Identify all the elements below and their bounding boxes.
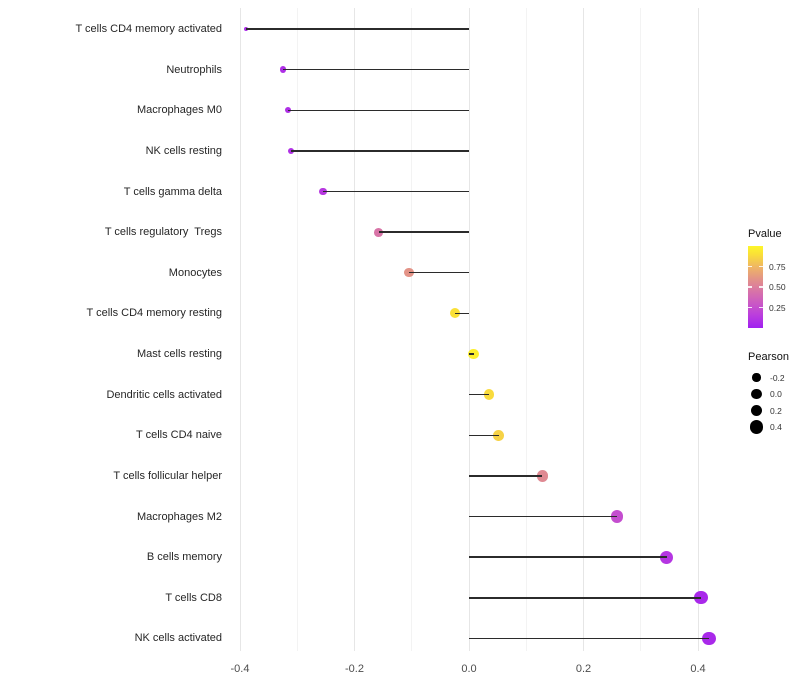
lollipop-segment [469, 475, 543, 477]
lollipop-segment [323, 190, 469, 193]
lollipop-segment [288, 109, 469, 111]
category-label: T cells gamma delta [123, 185, 222, 198]
x-axis-tick-label: -0.2 [345, 663, 364, 675]
grid-minor-line [411, 8, 413, 651]
category-label: B cells memory [146, 551, 222, 564]
category-label: T cells CD4 memory activated [75, 23, 222, 35]
lollipop-dot [449, 308, 460, 319]
pearson-size-dot [750, 404, 763, 417]
pvalue-legend-title: Pvalue [748, 228, 782, 240]
lollipop-dot [483, 389, 495, 400]
grid-major-line [583, 8, 584, 651]
category-label: Neutrophils [166, 63, 222, 76]
lollipop-segment [469, 556, 667, 558]
lollipop-segment [469, 393, 490, 396]
grid-major-line [468, 8, 470, 651]
pvalue-tick-label: 0.50 [769, 282, 786, 292]
grid-major-line [697, 8, 699, 651]
lollipop-segment [245, 28, 469, 30]
lollipop-dot [536, 470, 548, 482]
lollipop-dot [660, 550, 673, 564]
category-label: Dendritic cells activated [106, 388, 222, 401]
lollipop-segment [290, 150, 469, 152]
lollipop-segment [378, 231, 469, 233]
lollipop-dot [243, 26, 248, 32]
lollipop-segment [469, 434, 499, 436]
category-label: NK cells resting [145, 144, 222, 157]
gradient-tick-mark [759, 265, 763, 268]
category-label: Mast cells resting [137, 348, 222, 361]
gradient-tick-mark [748, 286, 752, 288]
lollipop-segment [469, 637, 709, 640]
grid-major-line [354, 8, 355, 651]
category-label: T cells regulatory Tregs [104, 226, 222, 239]
pearson-size-label: 0.4 [770, 422, 782, 432]
lollipop-segment [469, 597, 701, 599]
pearson-size-label: 0.0 [770, 389, 782, 399]
lollipop-segment [454, 312, 469, 315]
category-label: T cells follicular helper [113, 469, 222, 482]
category-label: T cells CD4 memory resting [86, 307, 223, 320]
x-axis-tick-label: 0.4 [690, 663, 706, 675]
lollipop-dot [284, 107, 292, 114]
category-label: NK cells activated [134, 632, 222, 645]
x-axis-tick-label: -0.4 [230, 663, 250, 675]
lollipop-dot [279, 66, 287, 73]
x-axis-tick-label: 0.0 [461, 663, 477, 675]
gradient-tick-mark [748, 265, 752, 268]
pvalue-tick-label: 0.25 [769, 302, 786, 313]
pearson-size-dot [751, 388, 762, 400]
pearson-size-label: 0.2 [770, 405, 782, 416]
category-label: T cells CD4 naive [136, 429, 222, 442]
lollipop-segment [469, 353, 474, 355]
category-label: Macrophages M0 [137, 104, 222, 117]
grid-minor-line [296, 8, 298, 651]
grid-minor-line [640, 8, 642, 651]
lollipop-segment [408, 272, 469, 274]
x-axis-tick-label: 0.2 [575, 663, 592, 675]
gradient-tick-mark [748, 306, 752, 309]
pvalue-tick-label: 0.75 [769, 261, 786, 272]
category-label: Monocytes [168, 266, 222, 279]
lollipop-segment [469, 515, 617, 518]
gradient-tick-mark [759, 306, 763, 309]
grid-minor-line [525, 8, 527, 651]
pearson-size-label: -0.2 [770, 372, 785, 383]
pearson-size-dot [752, 373, 761, 382]
grid-major-line [239, 8, 241, 651]
category-label: Macrophages M2 [137, 510, 222, 523]
category-label: T cells CD8 [165, 591, 222, 604]
gradient-tick-mark [759, 286, 763, 288]
pearson-size-dot [749, 420, 764, 434]
pearson-legend-title: Pearson [748, 351, 789, 363]
lollipop-segment [282, 68, 469, 71]
